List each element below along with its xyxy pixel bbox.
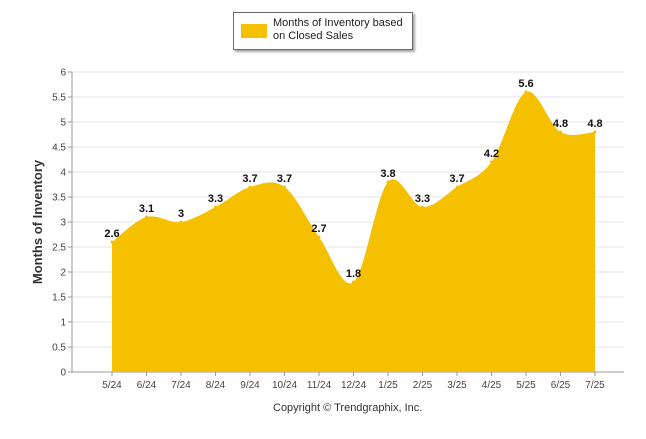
y-tick-label: 3.5 [52,193,66,204]
copyright-label: Copyright © Trendgraphix, Inc. [273,402,423,414]
y-tick-label: 4 [60,168,66,179]
data-label: 3.7 [277,173,292,185]
x-tick-label: 4/25 [482,380,502,391]
y-tick-label: 0 [60,368,66,379]
data-point [421,205,424,209]
data-point [524,90,528,94]
x-tick-label: 8/24 [206,380,226,391]
legend-swatch [241,24,267,38]
data-point [490,160,493,164]
legend-label-line2: on Closed Sales [273,30,354,42]
legend: Months of Inventory based on Closed Sale… [233,12,413,50]
data-point [214,205,217,209]
data-label: 3.8 [380,168,395,180]
data-point [145,215,148,219]
x-tick-label: 9/24 [240,380,260,391]
x-tick-label: 2/25 [413,380,433,391]
x-tick-label: 7/25 [585,380,605,391]
data-label: 3.7 [449,173,464,185]
x-tick-label: 1/25 [378,380,398,391]
y-tick-label: 5 [60,118,66,129]
y-tick-label: 3 [60,218,66,229]
x-tick-label: 3/25 [447,380,467,391]
data-label: 3.7 [242,173,257,185]
data-point [386,180,390,184]
y-tick-label: 5.5 [52,93,66,104]
y-tick-label: 1.5 [52,293,66,304]
data-label: 1.8 [346,268,361,280]
y-tick-label: 6 [60,68,66,79]
data-label: 5.6 [518,78,533,90]
y-tick-label: 1 [60,318,66,329]
x-tick-label: 5/25 [516,380,536,391]
data-label: 2.6 [104,228,119,240]
data-label: 4.8 [587,118,602,130]
x-tick-label: 12/24 [341,380,366,391]
data-point [110,240,114,244]
data-point [559,130,562,134]
x-tick-label: 5/24 [102,380,122,391]
data-point [317,235,321,239]
y-tick-label: 4.5 [52,143,66,154]
x-tick-label: 7/24 [171,380,191,391]
y-tick-label: 2 [60,268,66,279]
data-point [593,130,597,134]
data-label: 3.1 [139,203,154,215]
data-label: 3 [178,208,184,220]
data-label: 4.2 [484,148,499,160]
data-point [352,280,355,284]
x-tick-label: 11/24 [307,380,332,391]
x-tick-label: 6/25 [551,380,571,391]
legend-label-line1: Months of Inventory based [273,17,403,29]
x-tick-label: 6/24 [137,380,157,391]
data-point [248,185,252,189]
data-point [283,185,286,189]
data-point [179,220,183,224]
data-label: 3.3 [208,193,223,205]
x-tick-label: 10/24 [272,380,297,391]
y-tick-label: 0.5 [52,343,66,354]
data-label: 2.7 [311,223,326,235]
data-point [455,185,459,189]
data-label: 4.8 [553,118,568,130]
data-label: 3.3 [415,193,430,205]
legend-label: Months of Inventory based on Closed Sale… [273,17,413,43]
y-tick-label: 2.5 [52,243,66,254]
series-area [112,91,595,373]
y-axis-title: Months of Inventory [30,159,45,284]
